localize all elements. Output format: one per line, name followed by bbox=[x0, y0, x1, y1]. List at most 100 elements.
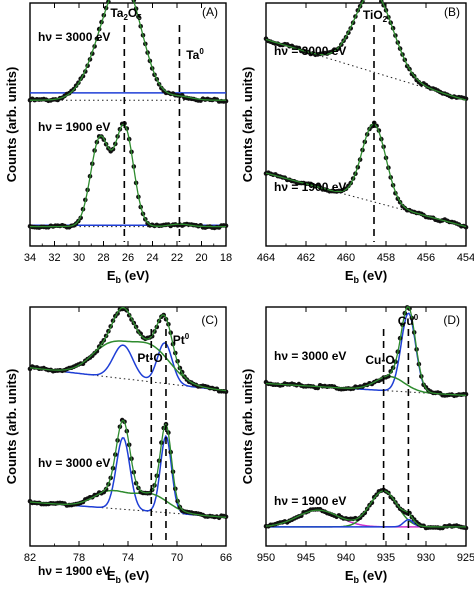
x-tick-label: 935 bbox=[377, 552, 395, 564]
fit-envelope bbox=[265, 306, 467, 397]
x-axis-label: Eb (eV) bbox=[345, 268, 387, 285]
x-tick-label: 32 bbox=[48, 252, 60, 264]
chart-panel: 82 78 74 70 66 Eb (eV) Counts (arb. units) (C) h… bbox=[4, 306, 232, 585]
y-axis-label: Counts (arb. units) bbox=[4, 67, 19, 183]
fit-envelope bbox=[30, 123, 226, 228]
photon-energy-label: hν = 1900 eV bbox=[274, 494, 346, 508]
x-axis-label-unit: (eV) bbox=[359, 568, 387, 583]
annotation-text: Ta bbox=[110, 6, 123, 20]
annotation-text2: O bbox=[128, 6, 137, 20]
x-tick-label: 462 bbox=[297, 252, 315, 264]
fit-envelope bbox=[265, 490, 466, 528]
x-tick-label: 456 bbox=[417, 252, 435, 264]
x-axis-label-sub: b bbox=[116, 575, 122, 585]
x-tick-label: 78 bbox=[73, 552, 85, 564]
x-axis-label-main: E bbox=[107, 268, 116, 283]
fit-envelope bbox=[30, 0, 226, 101]
background-line bbox=[265, 172, 467, 228]
annotation-text: hν = 1900 eV bbox=[38, 120, 110, 134]
annotation-text: TiO bbox=[363, 8, 383, 22]
data-point bbox=[336, 46, 342, 51]
x-axis-label-sub: b bbox=[116, 275, 122, 285]
annotation-sub: 2 bbox=[123, 13, 128, 22]
x-tick-label: 940 bbox=[337, 552, 355, 564]
x-axis-label-sub: b bbox=[354, 575, 360, 585]
x-tick-label: 460 bbox=[337, 252, 355, 264]
peak-label: Pt0 bbox=[173, 332, 190, 347]
x-tick-label: 34 bbox=[24, 252, 36, 264]
component-curve bbox=[29, 434, 227, 519]
annotation-sub2: 5 bbox=[137, 13, 142, 22]
annotation-text: Pt bbox=[173, 333, 185, 347]
peak-label: Pt-O bbox=[137, 351, 162, 365]
annotation-text: hν = 3000 eV bbox=[38, 30, 110, 44]
x-tick-label: 18 bbox=[220, 252, 232, 264]
plot-frame bbox=[265, 2, 467, 247]
data-point bbox=[223, 98, 229, 104]
x-tick-label: 26 bbox=[122, 252, 134, 264]
fit-envelope bbox=[265, 0, 467, 101]
panel-label: (A) bbox=[202, 5, 218, 19]
plot-frame bbox=[29, 306, 227, 547]
fit-envelope bbox=[29, 419, 227, 518]
annotation-text: Pt-O bbox=[137, 351, 162, 365]
x-axis-label-sub: b bbox=[354, 275, 360, 285]
x-axis-label-main: E bbox=[107, 568, 116, 583]
peak-label: Cu-O bbox=[365, 353, 394, 367]
x-tick-label: 24 bbox=[146, 252, 158, 264]
photon-energy-label: hν = 3000 eV bbox=[274, 44, 346, 58]
y-axis-label: Counts (arb. units) bbox=[240, 369, 255, 485]
photon-energy-label: hν = 1900 eV bbox=[274, 180, 346, 194]
annotation-sup: 0 bbox=[185, 332, 190, 341]
x-tick-label: 82 bbox=[24, 552, 36, 564]
x-axis-label: Eb (eV) bbox=[107, 268, 149, 285]
annotation-text: Cu bbox=[398, 314, 414, 328]
x-tick-label: 930 bbox=[417, 552, 435, 564]
data-point bbox=[223, 223, 229, 228]
annotation-text: Cu-O bbox=[365, 353, 394, 367]
x-tick-label: 70 bbox=[171, 552, 183, 564]
panel-label: (C) bbox=[201, 313, 218, 327]
photon-energy-label: hν = 3000 eV bbox=[38, 456, 110, 470]
x-tick-label: 925 bbox=[457, 552, 474, 564]
chart-panel: 950 945 940 935 930 925 Eb (eV) Counts (arb. un… bbox=[240, 305, 474, 585]
x-axis-label-unit: (eV) bbox=[121, 568, 149, 583]
annotation-sub: 2 bbox=[383, 15, 388, 24]
photon-energy-label: hν = 1900 eV bbox=[38, 120, 110, 134]
y-axis-label: Counts (arb. units) bbox=[240, 67, 255, 183]
x-axis-label-main: E bbox=[345, 268, 354, 283]
annotation-text: hν = 1900 eV bbox=[274, 494, 346, 508]
panel-label: (B) bbox=[444, 5, 460, 19]
annotation-text: hν = 3000 eV bbox=[274, 349, 346, 363]
annotation-text: hν = 3000 eV bbox=[38, 456, 110, 470]
x-tick-label: 464 bbox=[257, 252, 275, 264]
x-tick-label: 454 bbox=[457, 252, 474, 264]
y-axis-label: Counts (arb. units) bbox=[4, 369, 19, 485]
x-axis-label: Eb (eV) bbox=[345, 568, 387, 585]
x-tick-label: 945 bbox=[297, 552, 315, 564]
x-axis-label-unit: (eV) bbox=[121, 268, 149, 283]
panel-label: (D) bbox=[443, 313, 460, 327]
annotation-text: hν = 1900 eV bbox=[38, 564, 110, 578]
peak-label: Ta2O5 bbox=[110, 6, 142, 22]
x-tick-label: 66 bbox=[220, 552, 232, 564]
x-tick-label: 74 bbox=[122, 552, 134, 564]
annotation-text: Ta bbox=[186, 48, 199, 62]
x-tick-label: 30 bbox=[73, 252, 85, 264]
photon-energy-label: hν = 1900 eV bbox=[38, 564, 110, 578]
x-axis-label: Eb (eV) bbox=[107, 568, 149, 585]
photon-energy-label: hν = 3000 eV bbox=[274, 349, 346, 363]
x-tick-label: 950 bbox=[257, 552, 275, 564]
x-tick-label: 28 bbox=[97, 252, 109, 264]
peak-label: TiO2 bbox=[363, 8, 388, 24]
peak-label: Cu0 bbox=[398, 313, 419, 328]
fit-envelope bbox=[29, 307, 227, 392]
peak-label: Ta0 bbox=[186, 47, 204, 62]
background-line bbox=[265, 38, 467, 101]
annotation-sup: 0 bbox=[414, 313, 419, 322]
fit-envelope bbox=[265, 123, 467, 228]
chart-panel: 464 462 460 458 456 454 Eb (eV) Counts (arb. un… bbox=[240, 0, 474, 285]
x-tick-label: 458 bbox=[377, 252, 395, 264]
data-point bbox=[94, 348, 100, 354]
